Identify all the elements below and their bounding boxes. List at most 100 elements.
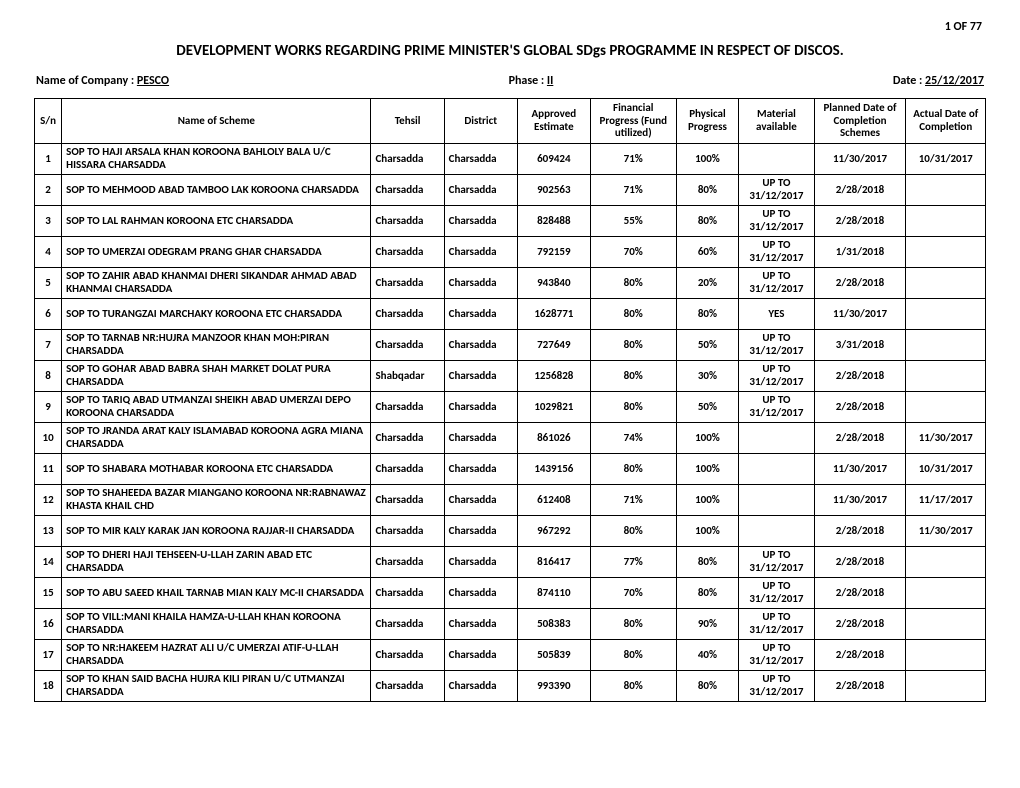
table-row: 14SOP TO DHERI HAJI TEHSEEN-U-LLAH ZARIN…: [35, 547, 986, 578]
cell-actual: 11/17/2017: [906, 485, 986, 516]
cell-sn: 4: [35, 237, 62, 268]
cell-material: UP TO 31/12/2017: [739, 330, 814, 361]
cell-district: Charsadda: [444, 392, 517, 423]
cell-financial: 80%: [590, 268, 676, 299]
table-row: 6SOP TO TURANGZAI MARCHAKY KOROONA ETC C…: [35, 299, 986, 330]
cell-financial: 80%: [590, 671, 676, 702]
cell-district: Charsadda: [444, 237, 517, 268]
cell-actual: [906, 268, 986, 299]
cell-actual: [906, 547, 986, 578]
cell-planned: 2/28/2018: [814, 392, 906, 423]
cell-estimate: 874110: [517, 578, 590, 609]
report-title: DEVELOPMENT WORKS REGARDING PRIME MINIST…: [34, 42, 986, 60]
cell-planned: 2/28/2018: [814, 578, 906, 609]
cell-estimate: 792159: [517, 237, 590, 268]
cell-estimate: 816417: [517, 547, 590, 578]
cell-planned: 1/31/2018: [814, 237, 906, 268]
cell-planned: 11/30/2017: [814, 485, 906, 516]
cell-estimate: 943840: [517, 268, 590, 299]
col-planned: Planned Date of Completion Schemes: [814, 99, 906, 144]
cell-district: Charsadda: [444, 330, 517, 361]
cell-financial: 55%: [590, 206, 676, 237]
schemes-table: S/n Name of Scheme Tehsil District Appro…: [34, 98, 986, 702]
cell-material: [739, 423, 814, 454]
cell-estimate: 1029821: [517, 392, 590, 423]
cell-estimate: 1628771: [517, 299, 590, 330]
cell-district: Charsadda: [444, 299, 517, 330]
cell-sn: 14: [35, 547, 62, 578]
cell-tehsil: Charsadda: [371, 578, 444, 609]
cell-financial: 80%: [590, 299, 676, 330]
cell-district: Charsadda: [444, 609, 517, 640]
cell-sn: 3: [35, 206, 62, 237]
cell-estimate: 861026: [517, 423, 590, 454]
cell-physical: 80%: [676, 206, 739, 237]
cell-sn: 10: [35, 423, 62, 454]
cell-tehsil: Charsadda: [371, 609, 444, 640]
cell-physical: 80%: [676, 671, 739, 702]
cell-physical: 80%: [676, 547, 739, 578]
cell-financial: 71%: [590, 144, 676, 175]
table-header-row: S/n Name of Scheme Tehsil District Appro…: [35, 99, 986, 144]
cell-planned: 2/28/2018: [814, 516, 906, 547]
cell-district: Charsadda: [444, 516, 517, 547]
cell-financial: 80%: [590, 330, 676, 361]
cell-actual: [906, 361, 986, 392]
cell-tehsil: Charsadda: [371, 485, 444, 516]
table-body: 1SOP TO HAJI ARSALA KHAN KOROONA BAHLOLY…: [35, 144, 986, 702]
company-label: Name of Company :: [36, 74, 137, 88]
cell-material: [739, 485, 814, 516]
col-estimate: Approved Estimate: [517, 99, 590, 144]
cell-estimate: 967292: [517, 516, 590, 547]
cell-physical: 40%: [676, 640, 739, 671]
cell-material: YES: [739, 299, 814, 330]
cell-material: [739, 516, 814, 547]
cell-scheme: SOP TO ABU SAEED KHAIL TARNAB MIAN KALY …: [62, 578, 371, 609]
col-material: Material available: [739, 99, 814, 144]
cell-planned: 11/30/2017: [814, 144, 906, 175]
cell-tehsil: Charsadda: [371, 671, 444, 702]
page-number: 1 OF 77: [945, 20, 982, 34]
cell-actual: [906, 609, 986, 640]
cell-material: UP TO 31/12/2017: [739, 175, 814, 206]
cell-tehsil: Charsadda: [371, 516, 444, 547]
cell-material: UP TO 31/12/2017: [739, 206, 814, 237]
cell-material: [739, 144, 814, 175]
cell-estimate: 902563: [517, 175, 590, 206]
cell-district: Charsadda: [444, 268, 517, 299]
cell-sn: 18: [35, 671, 62, 702]
cell-tehsil: Charsadda: [371, 175, 444, 206]
cell-actual: [906, 392, 986, 423]
date-value: 25/12/2017: [925, 74, 984, 88]
cell-actual: [906, 175, 986, 206]
phase-field: Phase : II: [509, 74, 554, 88]
cell-sn: 16: [35, 609, 62, 640]
cell-actual: 11/30/2017: [906, 516, 986, 547]
table-row: 10SOP TO JRANDA ARAT KALY ISLAMABAD KORO…: [35, 423, 986, 454]
cell-material: [739, 454, 814, 485]
cell-physical: 60%: [676, 237, 739, 268]
cell-material: UP TO 31/12/2017: [739, 609, 814, 640]
cell-material: UP TO 31/12/2017: [739, 547, 814, 578]
table-row: 9SOP TO TARIQ ABAD UTMANZAI SHEIKH ABAD …: [35, 392, 986, 423]
cell-scheme: SOP TO DHERI HAJI TEHSEEN-U-LLAH ZARIN A…: [62, 547, 371, 578]
cell-physical: 20%: [676, 268, 739, 299]
table-row: 15SOP TO ABU SAEED KHAIL TARNAB MIAN KAL…: [35, 578, 986, 609]
cell-physical: 100%: [676, 144, 739, 175]
report-page: 1 OF 77 DEVELOPMENT WORKS REGARDING PRIM…: [0, 0, 1020, 788]
cell-physical: 30%: [676, 361, 739, 392]
cell-actual: [906, 640, 986, 671]
table-row: 5SOP TO ZAHIR ABAD KHANMAI DHERI SIKANDA…: [35, 268, 986, 299]
cell-scheme: SOP TO TARIQ ABAD UTMANZAI SHEIKH ABAD U…: [62, 392, 371, 423]
cell-sn: 11: [35, 454, 62, 485]
cell-planned: 2/28/2018: [814, 206, 906, 237]
date-label: Date :: [893, 74, 925, 88]
cell-tehsil: Charsadda: [371, 268, 444, 299]
cell-sn: 13: [35, 516, 62, 547]
cell-estimate: 727649: [517, 330, 590, 361]
cell-scheme: SOP TO HAJI ARSALA KHAN KOROONA BAHLOLY …: [62, 144, 371, 175]
cell-sn: 8: [35, 361, 62, 392]
table-row: 12SOP TO SHAHEEDA BAZAR MIANGANO KOROONA…: [35, 485, 986, 516]
table-row: 2SOP TO MEHMOOD ABAD TAMBOO LAK KOROONA …: [35, 175, 986, 206]
cell-tehsil: Charsadda: [371, 237, 444, 268]
